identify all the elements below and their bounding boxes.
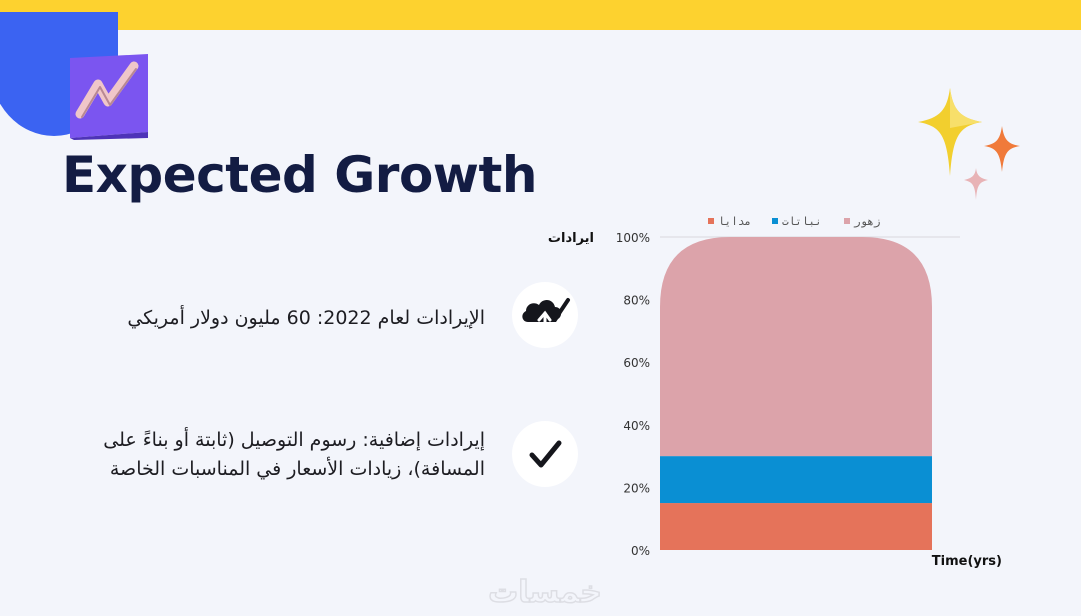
additional-revenue-text: إيرادات إضافية: رسوم التوصيل (ثابتة أو ب… <box>103 429 485 480</box>
y-tick-label: 100% <box>616 231 650 245</box>
revenue-stacked-bar-chart: مدايا نباتات زهور ايرادات 0% 20% 40% 60% 80% 10… <box>548 215 1002 569</box>
bar-segment-1 <box>660 503 932 550</box>
revenue-2022-text: الإيرادات لعام 2022: 60 مليون دولار أمري… <box>127 307 485 329</box>
item-icon-circle-2 <box>512 421 578 487</box>
y-tick-label: 60% <box>623 356 650 370</box>
legend-label: زهور <box>853 215 881 228</box>
checkmark-icon <box>529 440 562 468</box>
y-axis-label: ايرادات <box>548 231 594 246</box>
top-accent-bar <box>0 0 1081 30</box>
x-axis-label: Time(yrs) <box>932 554 1002 569</box>
bar-segment-3 <box>660 237 932 457</box>
legend-swatch <box>844 218 850 224</box>
watermark-logo: خمسات <box>487 574 602 611</box>
y-axis-ticks: 0% 20% 40% 60% 80% 100% <box>616 231 650 558</box>
chart-legend: مدايا نباتات زهور <box>708 215 881 228</box>
bar-segments <box>660 237 932 550</box>
sparkles-icon <box>918 88 1020 200</box>
y-tick-label: 0% <box>631 544 650 558</box>
rising-chart-logo-icon <box>70 54 148 140</box>
item-icon-circle-1 <box>512 282 578 348</box>
watermark-text: خمسات <box>488 575 602 610</box>
legend-label: مدايا <box>718 215 751 228</box>
y-tick-label: 20% <box>623 481 650 495</box>
legend-swatch <box>772 218 778 224</box>
y-tick-label: 80% <box>623 294 650 308</box>
legend-label: نباتات <box>782 215 822 228</box>
page-title: Expected Growth <box>62 146 538 204</box>
legend-swatch <box>708 218 714 224</box>
bar-segment-2 <box>660 456 932 504</box>
y-tick-label: 40% <box>623 419 650 433</box>
cloud-check-icon <box>522 298 570 326</box>
